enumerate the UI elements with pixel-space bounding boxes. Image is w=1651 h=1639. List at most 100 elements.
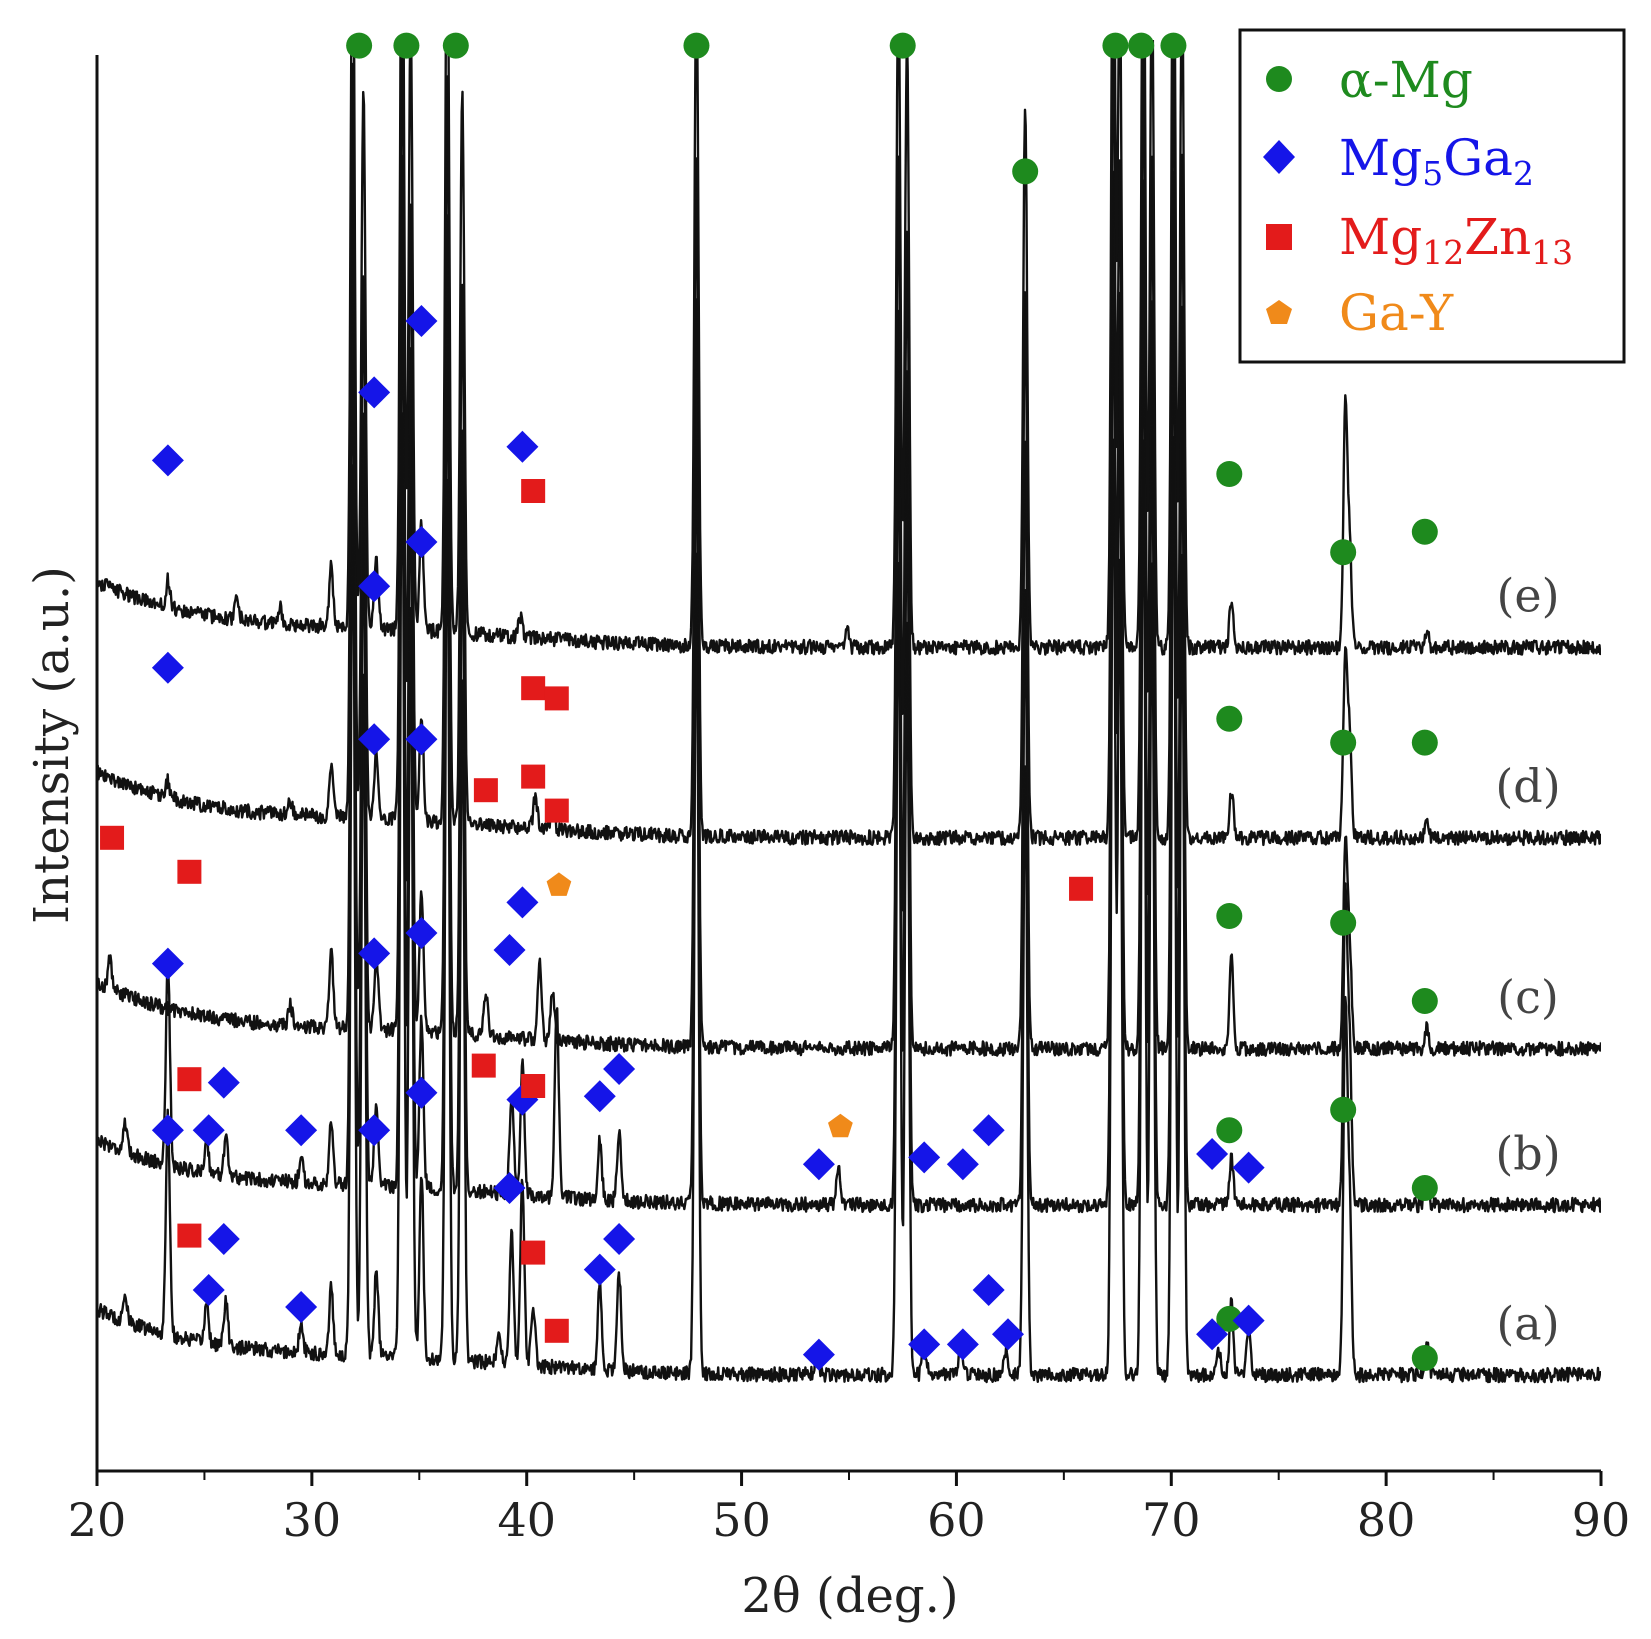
- alpha-mg-marker: [1411, 729, 1438, 756]
- x-tick-label: 40: [497, 1493, 556, 1547]
- mg5ga2-marker: [285, 1114, 318, 1147]
- mg5ga2-marker: [151, 651, 184, 684]
- mg5ga2-marker: [207, 1223, 240, 1255]
- y-axis-title: Intensity (a.u.): [24, 566, 80, 924]
- alpha-mg-marker: [683, 32, 710, 59]
- mg5ga2-marker: [358, 376, 391, 409]
- x-ticks-layer: 20 30 40 50 60 70 80 90: [68, 1471, 1631, 1547]
- legend-mg12zn13-marker: [1266, 224, 1292, 250]
- ga-y-marker: [546, 872, 572, 896]
- mg5ga2-marker: [1196, 1318, 1229, 1351]
- mg12zn13-marker: [521, 479, 546, 503]
- mg5ga2-marker: [405, 526, 438, 558]
- mg5ga2-marker: [405, 1076, 438, 1109]
- alpha-mg-marker: [442, 32, 469, 59]
- mg5ga2-marker: [285, 1291, 318, 1323]
- mg5ga2-marker: [946, 1328, 979, 1361]
- alpha-mg-marker: [1012, 158, 1039, 185]
- mg5ga2-marker: [1232, 1304, 1265, 1337]
- alpha-mg-marker: [1160, 32, 1187, 59]
- legend-alpha-mg-marker: [1266, 66, 1292, 92]
- alpha-mg-marker: [1216, 705, 1243, 732]
- mg5ga2-marker: [583, 1253, 616, 1286]
- legend-mg5ga2-sub2: 2: [1513, 154, 1534, 193]
- legend-mg5ga2-main: Mg: [1339, 129, 1422, 187]
- x-tick-label: 90: [1572, 1493, 1631, 1547]
- mg12zn13-marker: [544, 1318, 569, 1343]
- mg5ga2-marker: [802, 1338, 835, 1371]
- xrd-curve-b: [97, 235, 1601, 1214]
- alpha-mg-marker: [1216, 903, 1243, 929]
- mg5ga2-marker: [493, 934, 526, 966]
- legend-frame: [1238, 28, 1626, 364]
- mg12zn13-marker: [521, 1074, 546, 1098]
- curve-label-b: (b): [1495, 1126, 1560, 1180]
- legend-mg5ga2-label: Mg5Ga2: [1339, 129, 1534, 193]
- mg5ga2-marker: [151, 1114, 184, 1147]
- alpha-mg-marker: [1411, 988, 1438, 1014]
- alpha-mg-marker: [1128, 32, 1155, 59]
- legend-ga-y-label: Ga-Y: [1339, 284, 1454, 342]
- xrd-curve-a: [97, 412, 1601, 1384]
- mg5ga2-marker: [192, 1274, 225, 1306]
- alpha-mg-marker: [1216, 1305, 1243, 1332]
- mg5ga2-marker: [972, 1114, 1005, 1147]
- x-tick-label: 20: [68, 1493, 127, 1547]
- mg12zn13-marker: [473, 778, 498, 803]
- alpha-mg-marker: [1411, 518, 1438, 545]
- xrd-curve-c: [97, 154, 1601, 1057]
- mg5ga2-marker: [192, 1114, 225, 1147]
- alpha-mg-marker: [1102, 32, 1129, 59]
- legend-mg12zn13-main: Mg: [1339, 208, 1422, 266]
- mg5ga2-marker: [802, 1148, 835, 1181]
- mg5ga2-marker: [583, 1080, 616, 1113]
- mg5ga2-marker: [207, 1066, 240, 1099]
- mg5ga2-marker: [151, 444, 184, 477]
- curve-label-c: (c): [1497, 970, 1559, 1024]
- curve-label-e: (e): [1496, 569, 1559, 623]
- mg5ga2-marker: [908, 1328, 941, 1361]
- x-axis-title: 2θ (deg.): [741, 1568, 958, 1624]
- mg5ga2-marker: [506, 886, 539, 919]
- x-tick-label: 80: [1357, 1493, 1416, 1547]
- mg12zn13-marker: [100, 825, 125, 850]
- mg5ga2-marker: [908, 1141, 941, 1174]
- mg5ga2-marker: [603, 1053, 636, 1085]
- mg5ga2-marker: [946, 1148, 979, 1181]
- alpha-mg-marker: [1330, 1096, 1357, 1123]
- legend-alpha-mg-label: α-Mg: [1339, 51, 1473, 109]
- mg5ga2-marker: [405, 723, 438, 756]
- mg5ga2-marker: [506, 430, 539, 463]
- ga-y-marker: [828, 1113, 853, 1138]
- x-tick-label: 60: [927, 1493, 986, 1547]
- alpha-mg-marker: [1216, 1117, 1243, 1144]
- mg5ga2-marker: [1232, 1151, 1265, 1184]
- mg12zn13-marker: [521, 1240, 546, 1265]
- mg12zn13-marker: [544, 686, 569, 711]
- x-tick-label: 30: [283, 1493, 342, 1547]
- legend-mg5ga2-mid: Ga: [1443, 129, 1513, 187]
- alpha-mg-marker: [1411, 1175, 1438, 1201]
- mg5ga2-marker: [603, 1223, 636, 1255]
- mg5ga2-marker: [358, 937, 391, 970]
- xrd-curve-e: [97, 40, 1601, 656]
- mg12zn13-marker: [1069, 876, 1094, 901]
- mg5ga2-marker: [405, 917, 438, 949]
- alpha-mg-marker: [346, 32, 373, 59]
- alpha-mg-marker: [1216, 461, 1243, 487]
- curve-label-d: (d): [1495, 759, 1560, 813]
- phase-markers-layer: [100, 32, 1438, 1371]
- alpha-mg-marker: [1330, 909, 1357, 936]
- mg5ga2-marker: [972, 1274, 1005, 1306]
- alpha-mg-marker: [1330, 729, 1357, 756]
- curve-labels-layer: (a) (b) (c) (d) (e): [1495, 569, 1560, 1351]
- mg5ga2-marker: [405, 305, 438, 337]
- mg12zn13-marker: [177, 859, 202, 884]
- legend-mg12zn13-label: Mg12Zn13: [1339, 208, 1573, 272]
- mg5ga2-marker: [1196, 1138, 1229, 1170]
- curve-label-a: (a): [1496, 1296, 1559, 1350]
- mg5ga2-marker: [358, 570, 391, 603]
- x-tick-label: 50: [712, 1493, 771, 1547]
- mg12zn13-marker: [471, 1053, 496, 1078]
